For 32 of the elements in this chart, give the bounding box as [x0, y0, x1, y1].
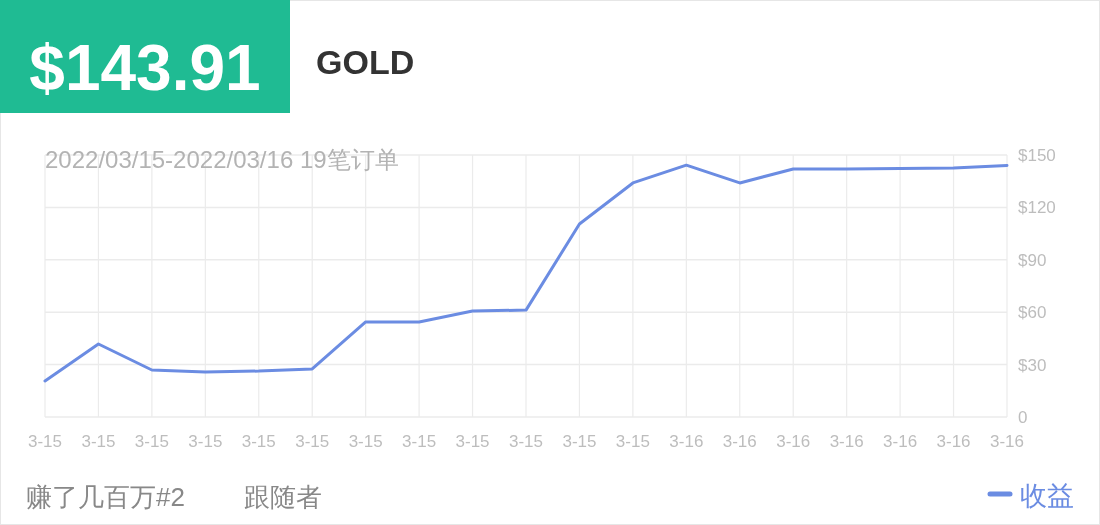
x-tick-label: 3-15: [508, 432, 544, 451]
x-tick-label: 3-15: [241, 432, 276, 451]
x-tick-label: 3-15: [348, 432, 383, 451]
chart-title: GOLD: [316, 43, 415, 81]
x-tick-label: 3-15: [615, 432, 650, 451]
x-tick-label: 3-16: [936, 432, 971, 451]
x-tick-label: 3-16: [883, 432, 918, 451]
text: 赚了几百万#2: [26, 482, 185, 512]
annotation: 2022/03/15-2022/03/16 19笔订单: [45, 146, 399, 173]
x-tick-label: 3-16: [989, 432, 1025, 451]
x-tick-label: 3-16: [776, 432, 811, 451]
y-tick-label: $30: [1018, 355, 1047, 375]
y-tick-label: $150: [1018, 146, 1056, 165]
y-tick-label: $120: [1018, 198, 1056, 218]
x-tick-label: 3-15: [295, 432, 330, 451]
x-tick-label: 3-15: [562, 432, 597, 451]
x-tick-label: 3-15: [402, 432, 437, 451]
x-tick-label: 3-15: [81, 432, 116, 451]
x-tick-label: 3-16: [669, 432, 704, 451]
legend-label: 收益: [1020, 481, 1074, 511]
y-tick-label: $60: [1018, 303, 1047, 323]
x-tick-label: 3-16: [722, 432, 757, 451]
x-tick-label: 3-16: [829, 432, 864, 451]
header: $143.91 GOLD: [0, 0, 415, 113]
y-tick-label: $90: [1018, 250, 1047, 270]
y-tick-label: 0: [1018, 408, 1028, 427]
x-tick-label: 3-15: [455, 432, 490, 451]
x-tick-label: 3-15: [134, 432, 169, 451]
legend: 收益: [987, 481, 1074, 511]
x-tick-label: 3-15: [27, 432, 63, 451]
text: 跟随者: [244, 482, 322, 512]
x-tick-label: 3-15: [188, 432, 223, 451]
